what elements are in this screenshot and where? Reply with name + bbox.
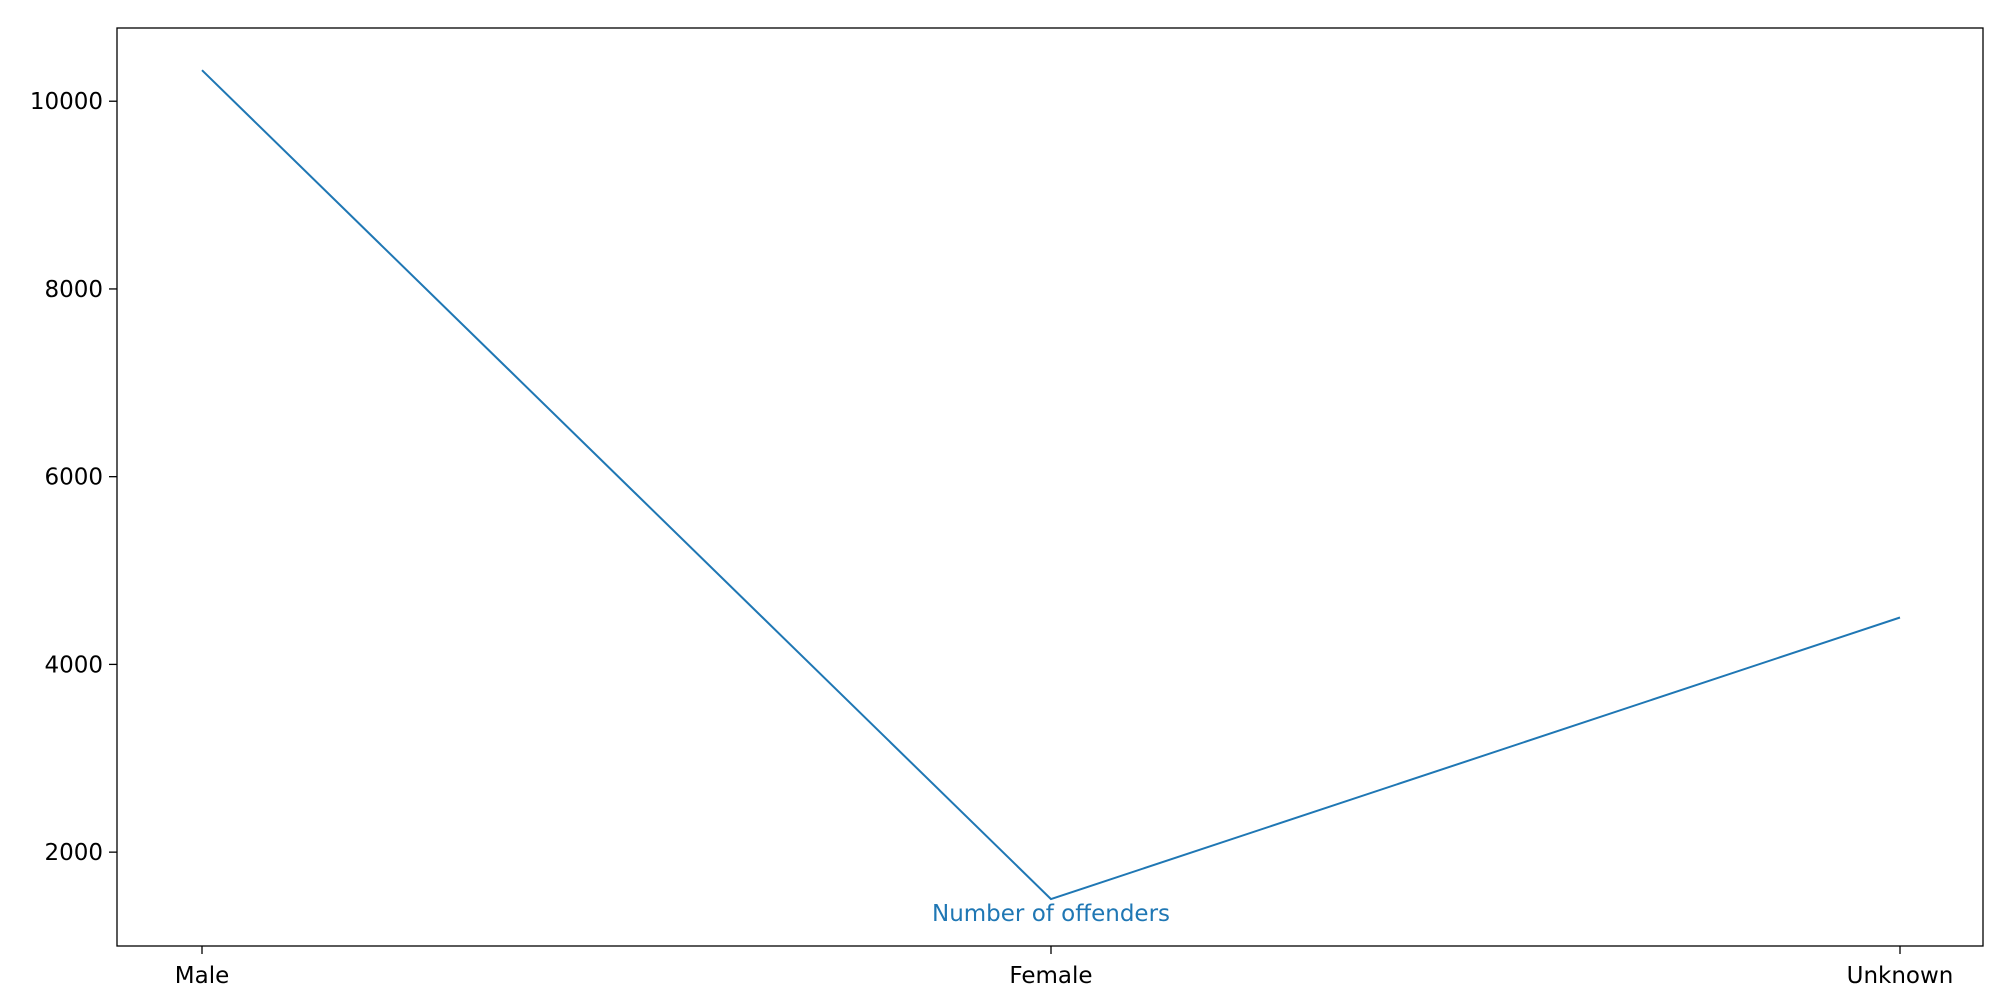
y-tick-label: 6000 [44, 465, 103, 491]
series-line [201, 69, 1901, 901]
plot-frame [116, 27, 1984, 947]
plot-background [117, 28, 1983, 946]
x-axis: Male Female Unknown [175, 946, 1954, 989]
annotation-layer: Number of offenders [932, 901, 1170, 927]
series-layer [201, 69, 1901, 901]
y-tick-label: 10000 [30, 89, 103, 115]
y-tick-label: 2000 [44, 840, 103, 866]
y-axis: 2000 4000 6000 8000 10000 [30, 89, 117, 866]
y-tick-label: 8000 [44, 277, 103, 303]
y-tick-label: 4000 [44, 652, 103, 678]
x-tick-label: Male [175, 963, 229, 989]
x-tick-label: Unknown [1847, 963, 1954, 989]
annotation-label: Number of offenders [932, 901, 1170, 927]
x-tick-label: Female [1009, 963, 1092, 989]
